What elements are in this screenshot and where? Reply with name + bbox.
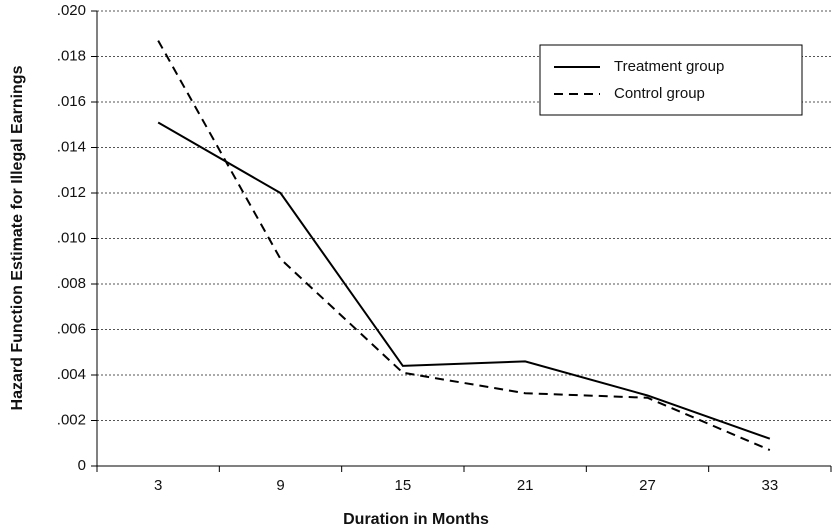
- y-tick-label: .008: [57, 275, 86, 292]
- x-tick-label: 9: [276, 477, 284, 494]
- legend-box: [539, 44, 803, 116]
- y-tick-label: .016: [57, 93, 86, 110]
- series-line: [157, 121, 771, 440]
- x-tick-label: 15: [394, 477, 411, 494]
- y-tick-label: .010: [57, 229, 86, 246]
- y-tick-label: .006: [57, 320, 86, 337]
- x-tick-label: 27: [639, 477, 656, 494]
- y-tick-label: .018: [57, 47, 86, 64]
- y-axis-title: Hazard Function Estimate for Illegal Ear…: [9, 65, 26, 410]
- y-tick-label: .014: [57, 138, 86, 155]
- x-tick-label: 21: [517, 477, 534, 494]
- y-tick-label: .012: [57, 184, 86, 201]
- legend-label: Treatment group: [614, 58, 724, 75]
- y-tick-label: .002: [57, 411, 86, 428]
- y-tick-label: .020: [57, 2, 86, 19]
- y-tick-label: 0: [78, 457, 86, 474]
- x-tick-label: 3: [154, 477, 162, 494]
- x-tick-label: 33: [761, 477, 778, 494]
- x-axis-title: Duration in Months: [343, 511, 489, 528]
- legend-label: Control group: [614, 85, 705, 102]
- y-tick-label: .004: [57, 366, 86, 383]
